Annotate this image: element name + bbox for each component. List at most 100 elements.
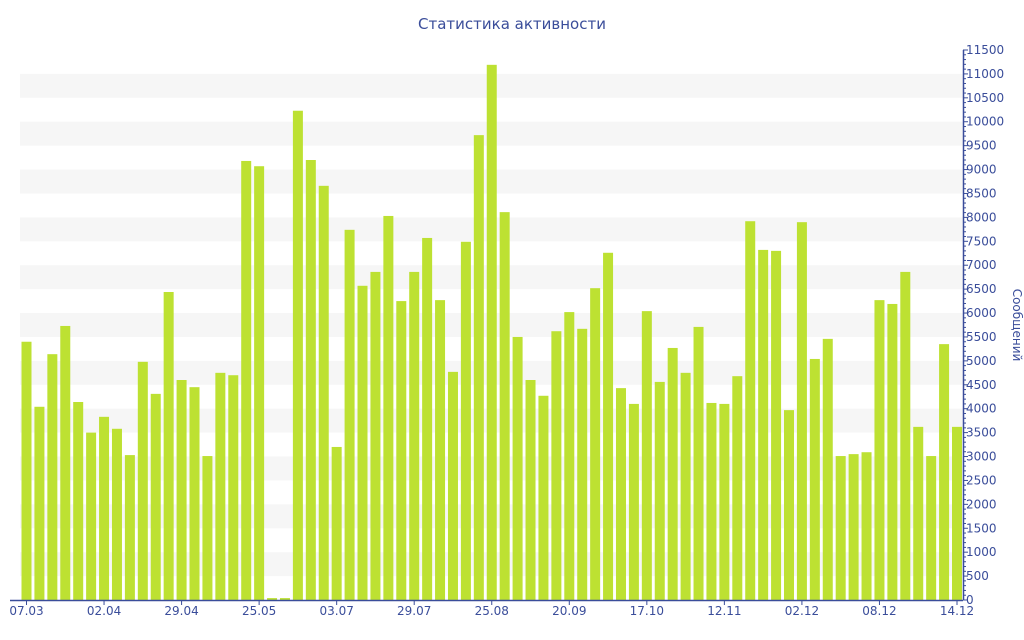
x-tick-label: 25.05: [242, 604, 276, 618]
bar: [641, 311, 652, 600]
bar: [460, 241, 471, 601]
bar: [47, 354, 58, 600]
x-tick-label: 25.08: [475, 604, 509, 618]
y-tick-label: 4000: [966, 402, 997, 416]
bar: [357, 285, 368, 600]
bar: [745, 221, 756, 600]
x-tick-label: 02.04: [87, 604, 121, 618]
bar: [848, 454, 859, 600]
bar: [241, 160, 252, 600]
bar: [667, 347, 678, 600]
bar: [486, 64, 497, 600]
bar: [706, 402, 717, 600]
y-axis-title: Сообщений: [1010, 289, 1024, 362]
bar: [60, 325, 71, 600]
bar: [628, 403, 639, 600]
bar: [758, 249, 769, 601]
y-tick-label: 0: [966, 593, 974, 607]
x-tick-label: 07.03: [9, 604, 43, 618]
bar: [512, 336, 523, 600]
bar: [732, 376, 743, 600]
bar: [86, 432, 97, 600]
bar: [771, 250, 782, 600]
chart-title: Статистика активности: [418, 15, 606, 33]
bar: [499, 212, 510, 600]
y-tick-label: 4500: [966, 378, 997, 392]
bar: [228, 375, 239, 600]
bar: [538, 395, 549, 600]
bar: [409, 271, 420, 600]
y-tick-label: 6500: [966, 282, 997, 296]
y-tick-label: 10500: [966, 91, 1004, 105]
y-tick-label: 2500: [966, 473, 997, 487]
y-tick-label: 1000: [966, 545, 997, 559]
y-tick-label: 1500: [966, 521, 997, 535]
x-tick-label: 20.09: [552, 604, 586, 618]
bar: [34, 406, 45, 600]
bar: [21, 341, 32, 600]
y-tick-label: 6000: [966, 306, 997, 320]
bar: [952, 426, 962, 600]
bar: [370, 271, 381, 600]
bar: [422, 237, 433, 600]
y-tick-label: 11500: [966, 43, 1004, 57]
bar: [926, 456, 937, 600]
y-tick-label: 7000: [966, 258, 997, 272]
bar: [137, 361, 148, 600]
y-tick-label: 2000: [966, 497, 997, 511]
bar: [835, 456, 846, 600]
bar: [305, 160, 316, 600]
bar: [861, 452, 872, 600]
bar: [551, 331, 562, 600]
bar: [615, 388, 626, 600]
bar: [124, 455, 135, 600]
bar: [577, 328, 588, 600]
bar: [292, 110, 303, 600]
y-tick-label: 10000: [966, 115, 1004, 129]
bar: [254, 166, 265, 600]
y-tick-label: 3500: [966, 426, 997, 440]
y-tick-label: 5500: [966, 330, 997, 344]
bar: [435, 300, 446, 600]
y-tick-label: 8000: [966, 210, 997, 224]
y-tick-label: 8500: [966, 186, 997, 200]
bar: [680, 372, 691, 600]
y-tick-label: 3000: [966, 450, 997, 464]
bar: [318, 185, 329, 600]
bar: [396, 301, 407, 600]
bar: [525, 380, 536, 600]
x-tick-label: 12.11: [707, 604, 741, 618]
y-tick-label: 9000: [966, 163, 997, 177]
bar: [267, 598, 278, 600]
x-tick-label: 08.12: [862, 604, 896, 618]
x-tick-label: 29.07: [397, 604, 431, 618]
y-tick-label: 5000: [966, 354, 997, 368]
bar: [654, 381, 665, 600]
bar: [796, 222, 807, 600]
y-tick-label: 500: [966, 569, 989, 583]
bar: [809, 358, 820, 600]
x-tick-label: 02.12: [785, 604, 819, 618]
bar: [73, 402, 84, 600]
bar: [874, 300, 885, 600]
y-tick-label: 9500: [966, 139, 997, 153]
bar: [215, 372, 226, 600]
bar: [447, 371, 458, 600]
bar: [564, 312, 575, 600]
bar: [279, 598, 290, 600]
x-tick-label: 29.04: [164, 604, 198, 618]
bar: [887, 303, 898, 600]
bar: [111, 428, 122, 600]
y-tick-label: 11000: [966, 67, 1004, 81]
x-tick-label: 03.07: [319, 604, 353, 618]
x-tick-label: 14.12: [940, 604, 974, 618]
x-tick-label: 17.10: [630, 604, 664, 618]
bar: [99, 416, 110, 600]
bar: [383, 215, 394, 600]
bar: [344, 229, 355, 600]
bar: [163, 292, 174, 600]
bar: [783, 410, 794, 600]
bar: [939, 344, 950, 600]
bar: [202, 456, 213, 600]
